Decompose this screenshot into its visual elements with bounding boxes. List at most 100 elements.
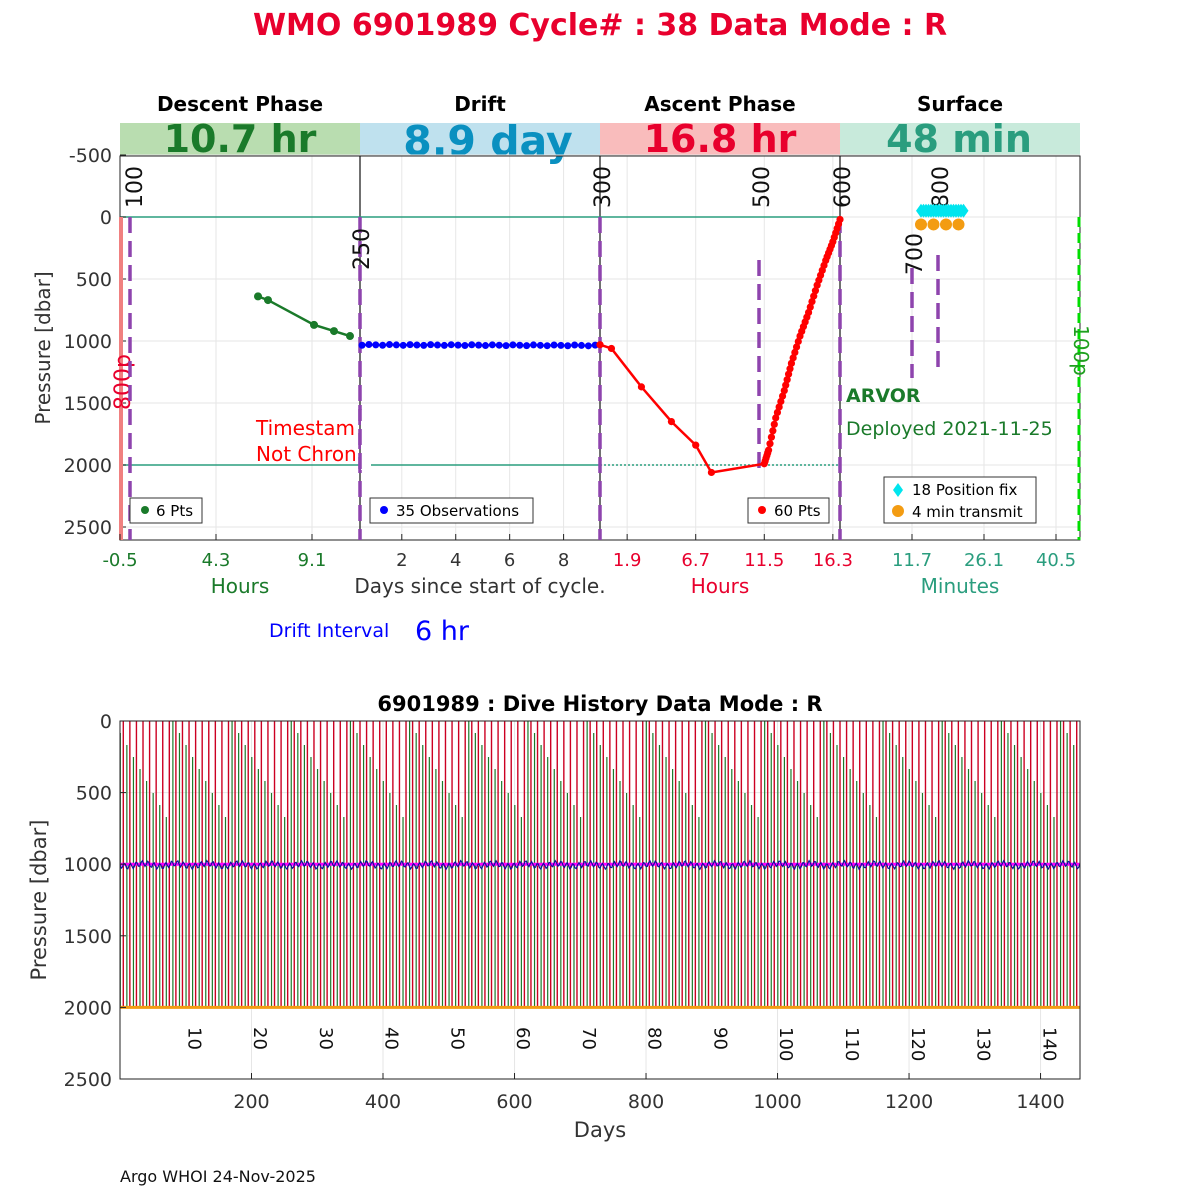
transmit-point-2: [940, 218, 952, 231]
drift-point-23: [516, 341, 524, 349]
hist-cycle-label-1: 20: [249, 1027, 270, 1050]
hist-cycle-label-12: 130: [973, 1027, 994, 1061]
drift-point-17: [475, 341, 483, 349]
ascent-point-18: [775, 403, 783, 411]
event-label-300: 300: [591, 166, 616, 208]
hist-xtick-label-4: 1000: [753, 1091, 801, 1113]
duration-ascent: 16.8 hr: [644, 117, 797, 161]
event-label-500: 500: [750, 166, 775, 208]
ascent-point-3: [667, 418, 676, 426]
ascent-x-label: Hours: [691, 574, 750, 598]
drift-point-19: [488, 341, 496, 349]
top-ytick-label-0: -500: [69, 145, 112, 167]
drift-xtick-label-0: 2: [396, 550, 407, 571]
top-ytick-label-1: 0: [100, 207, 112, 229]
hist-ytick-label-0: 0: [100, 711, 112, 733]
top-ytick-label-5: 2000: [64, 455, 112, 477]
descent-point-0: [254, 292, 262, 301]
ascent-point-26: [787, 359, 796, 367]
hist-xtick-label-3: 800: [628, 1091, 664, 1113]
top-ytick-label-6: 2500: [64, 517, 112, 539]
duration-band-surface: [840, 123, 1080, 156]
footer-credit: Argo WHOI 24-Nov-2025: [120, 1167, 316, 1186]
ascent-point-0: [596, 341, 604, 349]
hist-xtick-label-1: 400: [365, 1091, 401, 1113]
ascent-series: [596, 215, 844, 477]
ascent-xtick-label-0: 1.9: [613, 550, 642, 571]
surface-x-label: Minutes: [921, 574, 1000, 598]
drift-point-14: [454, 341, 462, 349]
dive-history-x-label: Days: [574, 1118, 626, 1142]
ascent-point-13: [767, 433, 776, 441]
drift-point-10: [427, 341, 435, 349]
ascent-point-25: [786, 365, 794, 373]
phase-title-surface: Surface: [917, 92, 1003, 116]
ascent-point-22: [782, 381, 790, 389]
drift-interval-label: Drift Interval: [269, 620, 389, 642]
legend-drift-marker: [380, 506, 388, 514]
position-fix-point-17: [958, 203, 969, 218]
surface-xtick-label-0: 11.7: [892, 550, 932, 571]
hist-xtick-label-2: 600: [496, 1091, 532, 1113]
phase-title-ascent: Ascent Phase: [644, 92, 795, 116]
legend-transmit-label: 4 min transmit: [912, 503, 1023, 521]
drift-point-4: [385, 341, 393, 349]
drift-xtick-label-2: 6: [504, 550, 515, 571]
surface-xtick-label-1: 26.1: [964, 550, 1004, 571]
descent-series: [254, 292, 354, 341]
top-ytick-label-4: 1500: [64, 393, 112, 415]
hist-ytick-label-2: 1000: [64, 854, 112, 876]
hist-xtick-label-0: 200: [233, 1091, 269, 1113]
hist-drift-trace: [119, 859, 1081, 871]
ascent-point-2: [637, 383, 646, 391]
ascent-point-38: [808, 297, 816, 306]
figure-title: WMO 6901989 Cycle# : 38 Data Mode : R: [253, 8, 947, 43]
event-label-800: 800: [929, 166, 954, 208]
ascent-point-40: [811, 287, 820, 295]
hist-cycle-label-0: 10: [183, 1027, 204, 1050]
surface-xtick-label-2: 40.5: [1036, 550, 1076, 571]
ascent-xtick-label-3: 16.3: [813, 550, 853, 571]
hist-cycle-label-2: 30: [315, 1027, 336, 1050]
drift-point-8: [413, 341, 421, 349]
drift-point-6: [399, 341, 407, 349]
ascent-point-11: [764, 446, 773, 454]
descent-x-label: Hours: [211, 574, 270, 598]
legend-position-fix-label: 18 Position fix: [912, 481, 1017, 499]
surface-series: [915, 203, 969, 231]
ascent-point-16: [772, 414, 780, 422]
top-y-axis-label: Pressure [dbar]: [31, 271, 55, 424]
dive-history-drift: [119, 859, 1081, 871]
transmit-point-1: [927, 218, 940, 231]
descent-xtick-label-1: 4.3: [202, 550, 231, 571]
drift-point-24: [523, 342, 531, 350]
deployed-date: Deployed 2021-11-25: [846, 418, 1053, 440]
event-label-100: 100: [123, 166, 148, 208]
event-label-700: 700: [903, 233, 928, 275]
ascent-point-39: [810, 292, 818, 300]
ascent-point-19: [777, 397, 785, 406]
legend-position-fix-marker: [893, 483, 903, 497]
legend-drift: 35 Observations: [369, 497, 534, 524]
legend-descent-marker: [141, 506, 149, 514]
dive-history-axes-frame: [119, 720, 1081, 1080]
ascent-point-29: [792, 343, 801, 351]
ascent-point-1: [607, 344, 616, 353]
duration-drift: 8.9 day: [403, 117, 572, 165]
dive-history-panel: 6901989 : Dive History Data Mode : R 0 50…: [27, 692, 1081, 1142]
drift-point-31: [571, 341, 579, 349]
legend-descent: 6 Pts: [129, 497, 203, 524]
right-green-label: 100p: [1069, 325, 1093, 376]
event-marker-labels: 100 250 300 500 600 700 800: [123, 166, 954, 275]
phase-title-descent: Descent Phase: [157, 92, 323, 116]
hist-ytick-label-5: 2500: [64, 1069, 112, 1091]
ascent-xtick-label-2: 11.5: [744, 550, 784, 571]
drift-point-29: [557, 341, 565, 349]
drift-xtick-label-1: 4: [450, 550, 461, 571]
hist-ytick-label-4: 2000: [64, 997, 112, 1019]
ascent-point-27: [789, 354, 797, 362]
transmit-point-0: [915, 218, 927, 231]
top-y-axis: -500 0 500 1000 1500 2000 2500: [64, 145, 126, 539]
ascent-point-56: [836, 215, 844, 224]
